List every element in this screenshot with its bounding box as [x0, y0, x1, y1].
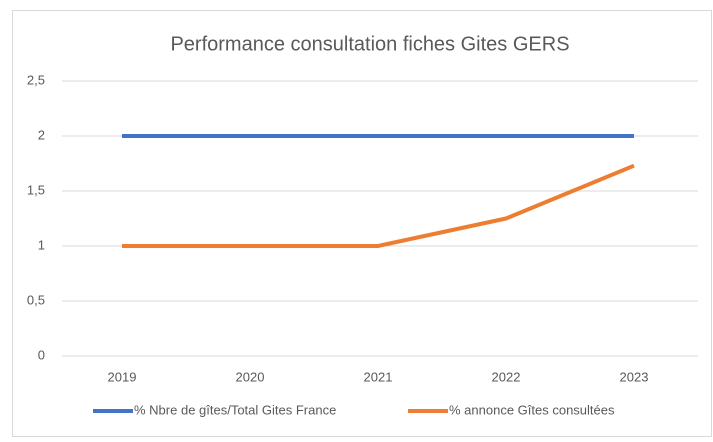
y-tick-label: 0 [38, 347, 45, 362]
y-tick-label: 0,5 [27, 292, 45, 307]
x-tick-label: 2020 [236, 369, 265, 384]
y-tick-label: 2,5 [27, 72, 45, 87]
chart-title: Performance consultation fiches Gites GE… [170, 33, 569, 55]
legend-label: % Nbre de gîtes/Total Gites France [134, 402, 336, 417]
y-tick-label: 1,5 [27, 182, 45, 197]
y-tick-label: 1 [38, 237, 45, 252]
legend-label: % annonce Gîtes consultées [449, 402, 615, 417]
x-tick-label: 2023 [620, 369, 649, 384]
x-tick-label: 2022 [492, 369, 521, 384]
y-tick-label: 2 [38, 127, 45, 142]
series-line [122, 163, 635, 248]
x-tick-label: 2019 [108, 369, 137, 384]
x-tick-label: 2021 [364, 369, 393, 384]
